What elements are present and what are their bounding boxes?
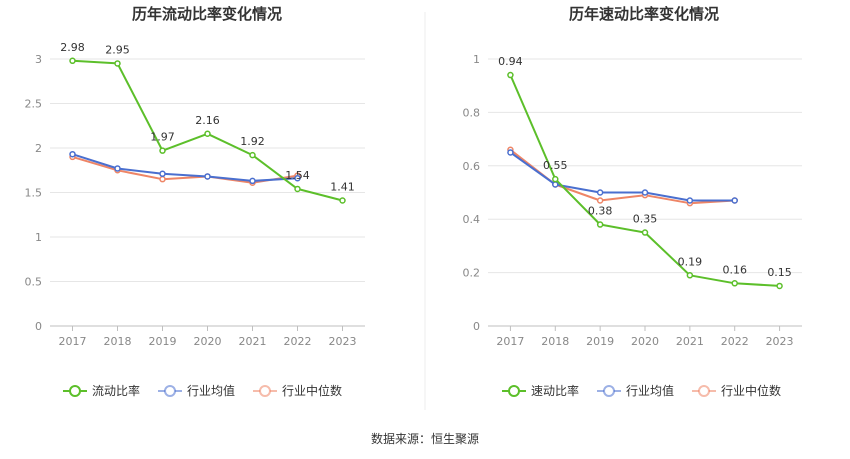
data-label: 0.94 xyxy=(498,55,523,68)
data-label: 2.16 xyxy=(195,114,220,127)
data-label: 2.95 xyxy=(105,43,130,56)
legend-item: 行业均值 xyxy=(158,383,235,398)
legend-label: 速动比率 xyxy=(531,383,579,398)
legend-marker xyxy=(508,385,520,397)
y-tick-label: 0.5 xyxy=(25,276,43,289)
legend-label: 行业均值 xyxy=(626,383,674,398)
data-point xyxy=(294,175,301,182)
data-point xyxy=(552,181,559,188)
data-point xyxy=(596,189,604,196)
data-point xyxy=(641,229,649,236)
legend-marker xyxy=(698,385,710,397)
x-tick-label: 2018 xyxy=(104,335,132,348)
legend-label: 行业中位数 xyxy=(282,383,342,398)
data-point xyxy=(596,197,604,204)
legend-marker xyxy=(603,385,615,397)
data-label: 1.97 xyxy=(150,131,175,144)
data-point xyxy=(204,173,211,180)
data-point xyxy=(159,170,166,178)
data-point xyxy=(204,130,211,138)
chart-2: 历年速动比率变化情况 0 0.2 0.4 0.6 0.8 1 2017 2018 2019 2020… xyxy=(463,5,802,398)
x-tick-label: 2020 xyxy=(631,335,659,348)
legend-marker xyxy=(259,385,271,397)
data-point xyxy=(114,60,121,67)
series-line-2 xyxy=(72,153,298,182)
legend-item: 行业均值 xyxy=(597,383,674,398)
x-tick-label: 2022 xyxy=(721,335,749,348)
y-tick-label: 0.2 xyxy=(463,267,481,280)
series-line-3 xyxy=(72,155,298,184)
legend-item: 行业中位数 xyxy=(692,383,781,398)
x-tick-label: 2023 xyxy=(766,335,794,348)
x-tick-label: 2021 xyxy=(239,335,267,348)
data-label: 0.19 xyxy=(678,255,703,268)
data-label: 1.54 xyxy=(285,169,310,182)
data-point xyxy=(641,189,649,196)
legend-label: 流动比率 xyxy=(92,383,140,398)
data-label: 0.16 xyxy=(722,263,747,276)
x-tick-label: 2022 xyxy=(284,335,312,348)
series-line-2 xyxy=(509,151,735,202)
x-tick-label: 2017 xyxy=(59,335,87,348)
data-point xyxy=(507,71,514,79)
y-tick-label: 1 xyxy=(35,231,42,244)
y-tick-label: 0 xyxy=(35,320,42,333)
y-tick-label: 1 xyxy=(473,53,480,66)
data-label: 1.41 xyxy=(330,181,355,194)
y-tick-label: 2 xyxy=(35,142,42,155)
legend-label: 行业均值 xyxy=(187,383,235,398)
data-point xyxy=(339,197,346,204)
data-point xyxy=(159,147,166,154)
legend-item: 流动比率 xyxy=(63,383,140,398)
x-tick-label: 2021 xyxy=(676,335,704,348)
data-point xyxy=(731,280,738,287)
y-tick-label: 0.8 xyxy=(463,106,481,119)
x-tick-label: 2019 xyxy=(149,335,177,348)
legend-label: 行业中位数 xyxy=(721,383,781,398)
y-tick-label: 0.4 xyxy=(463,213,481,226)
x-tick-label: 2017 xyxy=(496,335,524,348)
data-point xyxy=(294,185,301,193)
data-source: 数据来源：恒生聚源 xyxy=(371,431,479,446)
x-tick-label: 2023 xyxy=(329,335,357,348)
data-point xyxy=(776,282,783,290)
y-tick-label: 3 xyxy=(35,53,42,66)
data-label: 0.55 xyxy=(543,159,568,172)
data-label: 2.98 xyxy=(60,41,85,54)
data-point xyxy=(552,175,559,183)
y-tick-label: 2.5 xyxy=(25,98,43,111)
data-label: 0.35 xyxy=(633,213,658,226)
data-label: 1.92 xyxy=(240,135,265,148)
chart-title: 历年速动比率变化情况 xyxy=(569,5,719,23)
y-tick-label: 0 xyxy=(473,320,480,333)
data-point xyxy=(686,272,694,279)
y-tick-label: 0.6 xyxy=(463,160,481,173)
data-point xyxy=(507,149,514,156)
data-point xyxy=(686,197,694,204)
data-point xyxy=(114,165,121,172)
legend-marker xyxy=(164,385,176,397)
data-point xyxy=(596,221,604,228)
legend-item: 行业中位数 xyxy=(253,383,342,398)
chart-1: 历年流动比率变化情况 0 0.5 1 1.5 2 2.5 3 2017 2018 2019 2020 2… xyxy=(25,5,365,398)
data-point xyxy=(69,57,76,65)
data-label: 0.15 xyxy=(767,266,792,279)
x-tick-label: 2019 xyxy=(586,335,614,348)
data-point xyxy=(731,197,738,204)
data-label: 0.38 xyxy=(588,205,613,218)
x-tick-label: 2018 xyxy=(541,335,569,348)
legend-marker xyxy=(69,385,81,397)
chart-title: 历年流动比率变化情况 xyxy=(132,5,282,23)
x-tick-label: 2020 xyxy=(194,335,222,348)
y-tick-label: 1.5 xyxy=(25,187,43,200)
legend-item: 速动比率 xyxy=(502,383,579,398)
data-point xyxy=(159,175,166,183)
data-point xyxy=(69,150,76,158)
data-point xyxy=(249,177,256,185)
data-point xyxy=(249,151,256,159)
